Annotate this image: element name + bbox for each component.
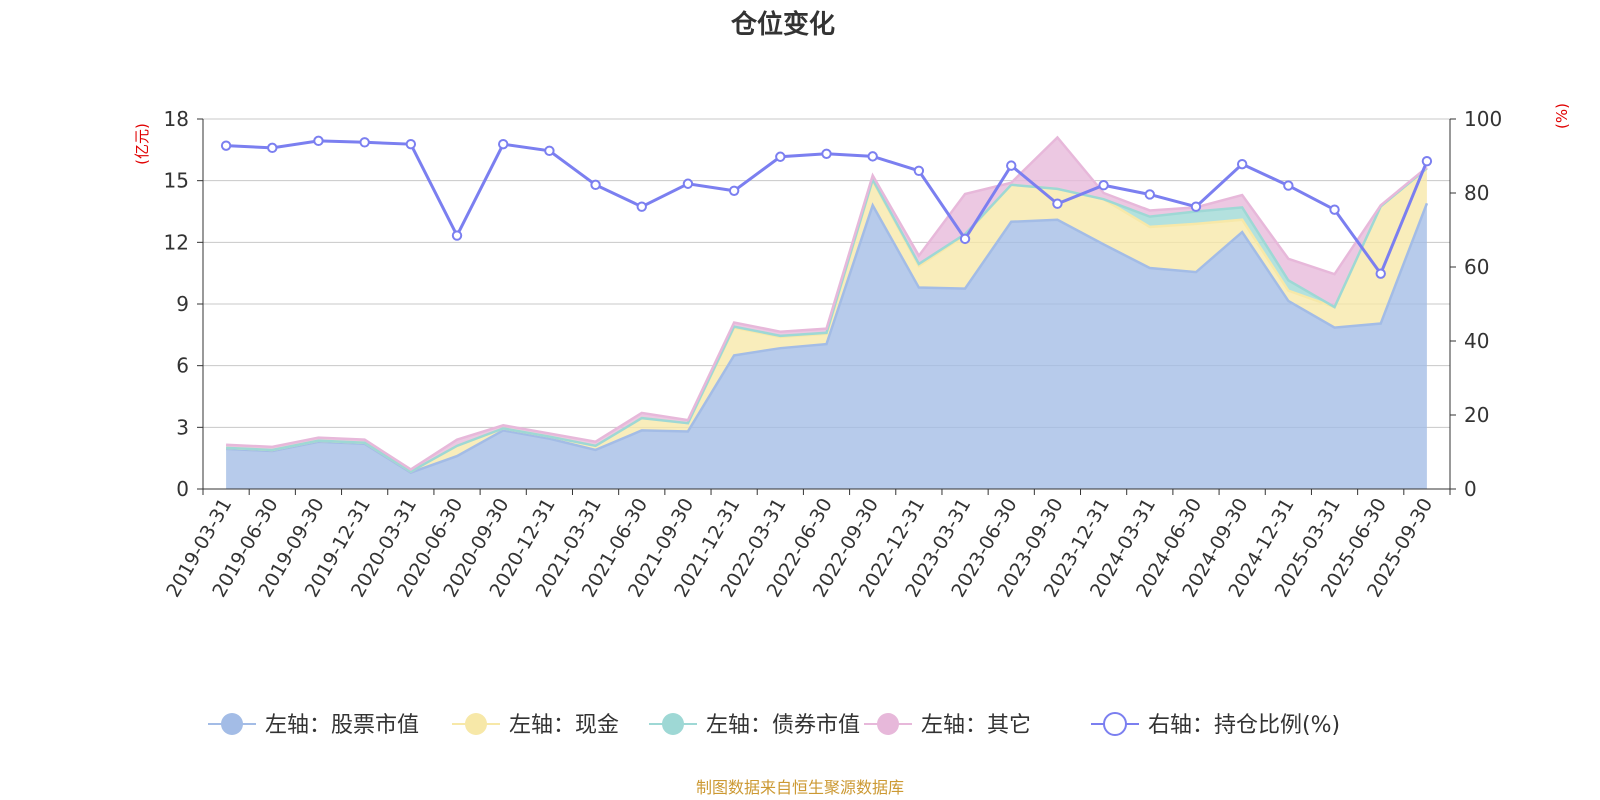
legend-swatch-marker: [662, 713, 684, 735]
left-tick-label: 12: [164, 230, 189, 254]
legend-label: 左轴：现金: [509, 713, 619, 738]
ratio-point: [682, 178, 694, 189]
chart-title: 仓位变化: [730, 9, 835, 40]
legend-label: 右轴：持仓比例(%): [1148, 713, 1340, 738]
area-左轴：股票市值: [226, 203, 1427, 489]
right-tick-label: 20: [1464, 403, 1489, 427]
legend-swatch-marker: [221, 713, 243, 735]
ratio-point: [267, 142, 278, 154]
ratio-point: [405, 138, 417, 150]
ratio-point: [313, 135, 324, 147]
ratio-point: [1190, 201, 1202, 212]
right-tick-label: 80: [1464, 181, 1489, 205]
ratio-point: [636, 201, 647, 212]
ratio-point: [728, 185, 740, 196]
ratio-point: [1052, 198, 1063, 209]
legend-label: 左轴：债券市值: [706, 713, 860, 738]
left-axis-unit: (亿元): [133, 123, 151, 165]
legend: 左轴：股票市值 左轴：现金 左轴：债券市值 左轴：其它 右轴：持仓比例(%): [208, 712, 1340, 738]
left-tick-label: 6: [176, 354, 189, 378]
ratio-point: [913, 165, 925, 177]
area-edge-左轴：股票市值: [226, 202, 1429, 474]
ratio-point: [775, 151, 786, 162]
ratio-point: [1375, 268, 1386, 279]
legend-swatch-marker: [877, 713, 899, 735]
ratio-point: [359, 137, 370, 148]
stacked-areas: [226, 135, 1429, 489]
left-tick-label: 3: [176, 415, 189, 439]
right-tick-label: 60: [1464, 255, 1489, 279]
ratio-point: [1006, 160, 1017, 171]
area-edge-左轴：债券市值: [226, 167, 1428, 473]
ratio-point: [1283, 180, 1294, 191]
ratio-point: [1421, 155, 1433, 167]
right-axis-unit: (%): [1553, 103, 1571, 129]
area-左轴：现金: [226, 168, 1427, 473]
right-tick-label: 0: [1464, 477, 1477, 501]
ratio-point: [451, 230, 463, 241]
ratio-point: [498, 138, 509, 150]
ratio-point: [821, 148, 832, 159]
ratio-point: [867, 151, 878, 162]
ratio-line-series: [220, 135, 1433, 279]
ratio-point: [590, 179, 601, 191]
ratio-point: [959, 233, 971, 245]
right-tick-label: 100: [1464, 107, 1502, 131]
left-tick-label: 9: [176, 292, 189, 316]
legend-swatch-marker: [465, 713, 487, 735]
legend-label: 左轴：其它: [921, 713, 1031, 738]
ratio-point: [220, 140, 232, 151]
area-edge-左轴：其它: [226, 135, 1428, 471]
source-note: 制图数据来自恒生聚源数据库: [696, 778, 904, 797]
ratio-point: [1098, 180, 1109, 191]
left-tick-label: 15: [164, 169, 189, 193]
ratio-point: [544, 145, 555, 157]
ratio-point: [1236, 158, 1248, 170]
right-tick-label: 40: [1464, 329, 1489, 353]
ratio-point: [1329, 204, 1340, 215]
ratio-point: [1144, 189, 1155, 200]
legend-swatch-marker: [1103, 712, 1127, 736]
left-tick-label: 18: [164, 107, 189, 131]
legend-label: 左轴：股票市值: [265, 713, 419, 738]
left-tick-label: 0: [176, 477, 189, 501]
